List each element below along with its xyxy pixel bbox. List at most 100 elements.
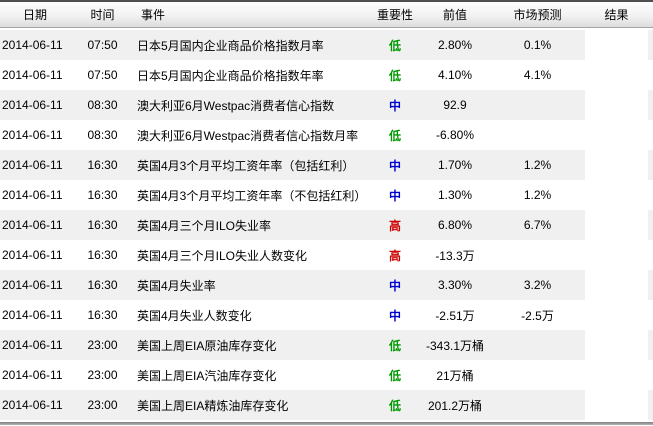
date-cell: 2014-06-11: [2, 248, 63, 262]
result-cell: [585, 360, 648, 390]
importance-badge: 低: [388, 128, 401, 143]
date-cell: 2014-06-11: [2, 68, 63, 82]
result-cell: [585, 90, 648, 120]
previous-value-cell: 3.30%: [437, 278, 473, 292]
forecast-value-cell: -2.5万: [521, 308, 554, 323]
time-cell: 07:50: [87, 38, 118, 52]
forecast-value-cell: 0.1%: [523, 38, 552, 52]
result-cell: [585, 150, 648, 180]
importance-badge: 低: [388, 368, 401, 383]
forecast-value-cell: 6.7%: [523, 218, 552, 232]
previous-value-cell: 1.70%: [437, 158, 473, 172]
importance-badge: 中: [388, 308, 401, 323]
row-filler: [648, 270, 653, 300]
event-cell: 日本5月国内企业商品价格指数月率: [137, 38, 324, 53]
importance-badge: 中: [388, 98, 401, 113]
table-row: 2014-06-11 16:30 英国4月失业率 中 3.30% 3.2%: [0, 270, 653, 300]
time-cell: 16:30: [87, 278, 118, 292]
importance-badge: 低: [388, 338, 401, 353]
date-cell: 2014-06-11: [2, 218, 63, 232]
event-cell: 美国上周EIA精炼油库存变化: [137, 398, 289, 413]
table-row: 2014-06-11 07:50 日本5月国内企业商品价格指数月率 低 2.80…: [0, 30, 653, 60]
importance-badge: 低: [388, 68, 401, 83]
column-header-result: 结果: [604, 8, 629, 22]
result-cell: [585, 270, 648, 300]
time-cell: 16:30: [87, 248, 118, 262]
row-filler: [648, 210, 653, 240]
forecast-value-cell: 3.2%: [523, 278, 552, 292]
result-cell: [585, 210, 648, 240]
previous-value-cell: 1.30%: [437, 188, 473, 202]
previous-value-cell: -343.1万桶: [425, 338, 485, 353]
event-cell: 日本5月国内企业商品价格指数年率: [137, 68, 324, 83]
row-filler: [648, 240, 653, 270]
table-row: 2014-06-11 16:30 英国4月3个月平均工资年率（不包括红利） 中 …: [0, 180, 653, 210]
table-row: 2014-06-11 08:30 澳大利亚6月Westpac消费者信心指数月率 …: [0, 120, 653, 150]
event-cell: 美国上周EIA原油库存变化: [137, 338, 277, 353]
header-filler: [648, 2, 653, 27]
event-cell: 美国上周EIA汽油库存变化: [137, 368, 277, 383]
row-filler: [648, 360, 653, 390]
table-row: 2014-06-11 23:00 美国上周EIA精炼油库存变化 低 201.2万…: [0, 390, 653, 420]
date-cell: 2014-06-11: [2, 308, 63, 322]
previous-value-cell: -6.80%: [435, 128, 475, 142]
time-cell: 16:30: [87, 158, 118, 172]
result-cell: [585, 330, 648, 360]
event-cell: 英国4月失业人数变化: [137, 308, 252, 323]
column-header-date: 日期: [22, 8, 47, 22]
table-row: 2014-06-11 16:30 英国4月三个月ILO失业人数变化 高 -13.…: [0, 240, 653, 270]
column-header-time: 时间: [90, 8, 115, 22]
column-header-previous: 前值: [442, 8, 467, 22]
result-cell: [585, 30, 648, 60]
row-filler: [648, 30, 653, 60]
column-header-importance: 重要性: [376, 8, 413, 22]
time-cell: 16:30: [87, 308, 118, 322]
column-header-forecast: 市场预测: [513, 8, 562, 22]
previous-value-cell: 21万桶: [436, 368, 474, 383]
date-cell: 2014-06-11: [2, 278, 63, 292]
row-filler: [648, 120, 653, 150]
table-row: 2014-06-11 07:50 日本5月国内企业商品价格指数年率 低 4.10…: [0, 60, 653, 90]
time-cell: 23:00: [87, 368, 118, 382]
forecast-value-cell: 4.1%: [523, 68, 552, 82]
date-cell: 2014-06-11: [2, 38, 63, 52]
row-filler: [648, 90, 653, 120]
previous-value-cell: 2.80%: [437, 38, 473, 52]
event-cell: 英国4月三个月ILO失业人数变化: [137, 248, 308, 263]
table-row: 2014-06-11 23:00 美国上周EIA汽油库存变化 低 21万桶: [0, 360, 653, 390]
previous-value-cell: -13.3万: [435, 248, 475, 263]
importance-badge: 高: [388, 248, 401, 263]
row-filler: [648, 300, 653, 330]
result-cell: [585, 390, 648, 420]
result-cell: [585, 300, 648, 330]
date-cell: 2014-06-11: [2, 368, 63, 382]
date-cell: 2014-06-11: [2, 98, 63, 112]
date-cell: 2014-06-11: [2, 158, 63, 172]
table-row: 2014-06-11 08:30 澳大利亚6月Westpac消费者信心指数 中 …: [0, 90, 653, 120]
time-cell: 07:50: [87, 68, 118, 82]
row-filler: [648, 60, 653, 90]
importance-badge: 中: [388, 188, 401, 203]
previous-value-cell: 4.10%: [437, 68, 473, 82]
row-filler: [648, 150, 653, 180]
table-body: 2014-06-11 07:50 日本5月国内企业商品价格指数月率 低 2.80…: [0, 30, 653, 420]
time-cell: 16:30: [87, 188, 118, 202]
column-header-event: 事件: [141, 8, 166, 22]
time-cell: 16:30: [87, 218, 118, 232]
table-row: 2014-06-11 23:00 美国上周EIA原油库存变化 低 -343.1万…: [0, 330, 653, 360]
result-cell: [585, 240, 648, 270]
row-filler: [648, 390, 653, 420]
previous-value-cell: 92.9: [443, 98, 467, 112]
date-cell: 2014-06-11: [2, 128, 63, 142]
event-cell: 英国4月三个月ILO失业率: [137, 218, 272, 233]
row-filler: [648, 180, 653, 210]
importance-badge: 低: [388, 38, 401, 53]
table-row: 2014-06-11 16:30 英国4月失业人数变化 中 -2.51万 -2.…: [0, 300, 653, 330]
event-cell: 英国4月3个月平均工资年率（不包括红利）: [137, 188, 367, 203]
time-cell: 08:30: [87, 98, 118, 112]
event-cell: 澳大利亚6月Westpac消费者信心指数月率: [137, 128, 359, 143]
table-header: 日期 时间 事件 重要性 前值 市场预测 结果: [0, 0, 653, 28]
previous-value-cell: -2.51万: [435, 308, 475, 323]
event-cell: 英国4月3个月平均工资年率（包括红利）: [137, 158, 355, 173]
